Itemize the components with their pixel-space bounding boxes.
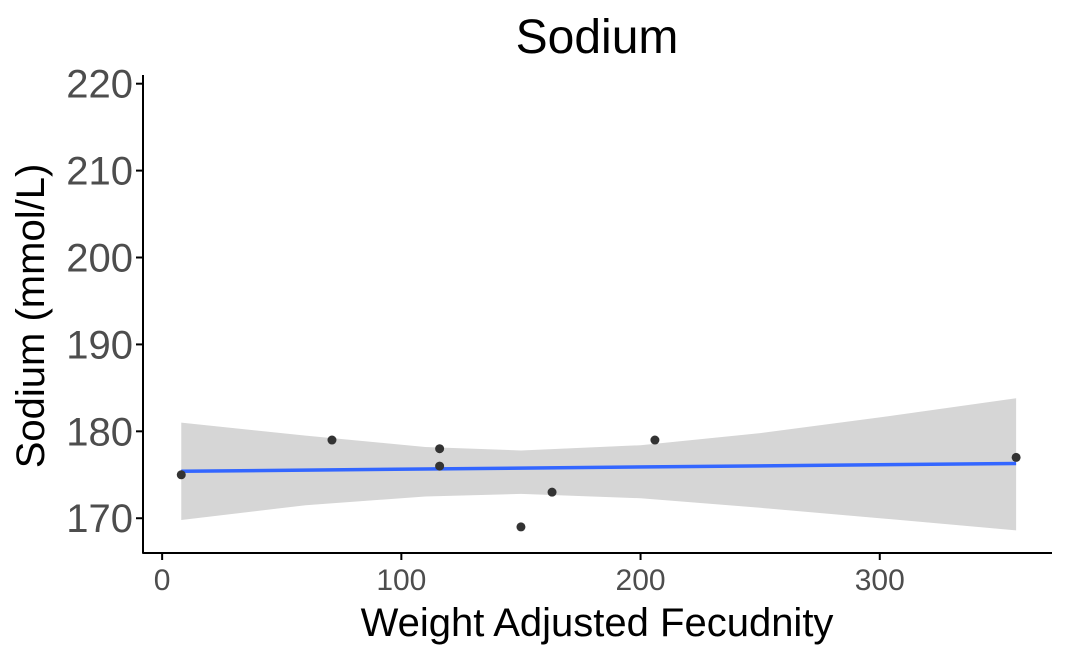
chart-title: Sodium <box>516 11 679 64</box>
data-point-3 <box>435 444 445 454</box>
confidence-band-layer <box>181 398 1017 531</box>
x-tick-label-300: 300 <box>855 564 905 597</box>
y-tick-label-210: 210 <box>66 150 133 194</box>
x-axis-title: Weight Adjusted Fecudnity <box>361 601 834 645</box>
y-tick-label-200: 200 <box>66 237 133 281</box>
fit-line-layer <box>181 461 1017 474</box>
axes: 170 180 190 200 210 220 0 100 200 300 <box>66 63 1052 597</box>
data-point-2 <box>327 435 337 445</box>
data-point-1 <box>176 470 186 480</box>
y-tick-label-170: 170 <box>66 497 133 541</box>
data-point-7 <box>650 435 660 445</box>
data-point-4 <box>435 461 445 471</box>
y-axis-title: Sodium (mmol/L) <box>9 164 53 469</box>
data-point-5 <box>516 522 526 532</box>
x-tick-label-100: 100 <box>376 564 426 597</box>
data-point-6 <box>547 487 557 497</box>
y-tick-label-190: 190 <box>66 323 133 367</box>
data-points-layer <box>176 435 1021 532</box>
fit-line <box>181 461 1017 474</box>
x-tick-label-200: 200 <box>616 564 666 597</box>
data-point-8 <box>1011 452 1021 462</box>
y-tick-label-180: 180 <box>66 410 133 454</box>
confidence-band <box>181 398 1017 531</box>
x-tick-label-0: 0 <box>154 564 171 597</box>
y-tick-label-220: 220 <box>66 63 133 107</box>
